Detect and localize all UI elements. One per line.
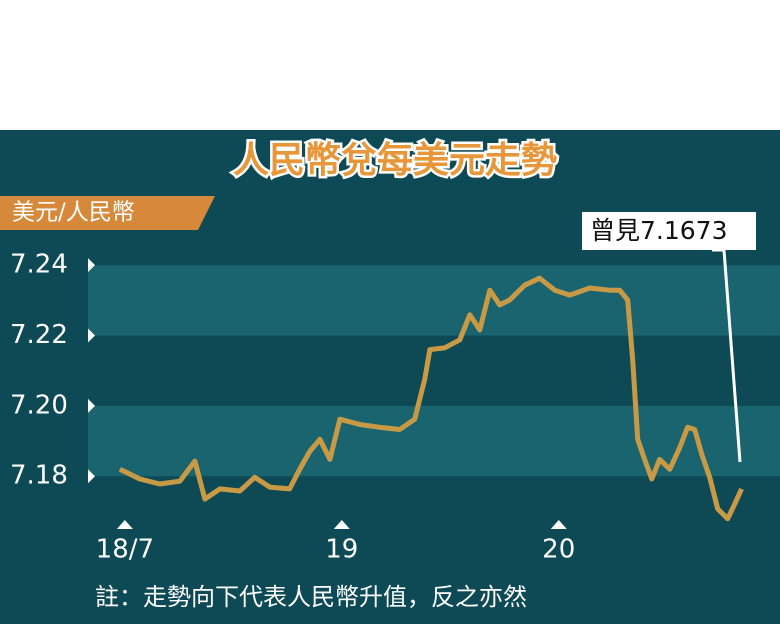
y-tick-mark xyxy=(88,258,95,273)
y-tick-mark xyxy=(88,469,95,484)
x-tick-label: 18/7 xyxy=(96,535,154,565)
y-tick-label: 7.24 xyxy=(10,250,68,280)
y-tick-mark xyxy=(88,398,95,413)
y-tick-label: 7.20 xyxy=(10,390,68,420)
footnote: 註：走勢向下代表人民幣升值，反之亦然 xyxy=(95,583,527,611)
y-tick-label: 7.22 xyxy=(10,320,68,350)
x-tick-mark xyxy=(333,520,350,529)
y-axis-label: 美元/人民幣 xyxy=(12,200,135,226)
y-tick-mark xyxy=(88,328,95,343)
x-tick-mark xyxy=(116,520,133,529)
annotation-pointer xyxy=(712,248,742,463)
chart-title: 人民幣兌每美元走勢 xyxy=(233,140,557,181)
annotation: 曾見7.1673 xyxy=(590,216,727,245)
x-tick-label: 20 xyxy=(542,535,575,565)
data-line xyxy=(118,275,744,522)
x-tick-mark xyxy=(550,520,567,529)
grid-band xyxy=(88,265,780,336)
y-tick-label: 7.18 xyxy=(10,461,68,491)
annotation-box xyxy=(582,212,756,250)
y-label-tag xyxy=(0,196,215,230)
x-tick-label: 19 xyxy=(325,535,358,565)
